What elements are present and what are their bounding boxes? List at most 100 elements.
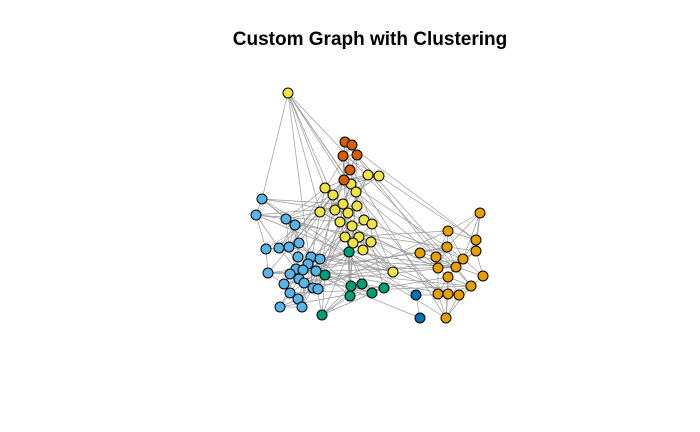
graph-node-orange bbox=[432, 262, 444, 274]
graph-node-orange bbox=[457, 253, 469, 265]
graph-node-vermillion bbox=[337, 150, 349, 162]
graph-node-yellow bbox=[350, 186, 362, 198]
graph-node-skyblue bbox=[312, 283, 324, 295]
graph-node-vermillion bbox=[344, 164, 356, 176]
node-layer bbox=[250, 87, 489, 324]
graph-edge bbox=[383, 276, 449, 289]
graph-node-skyblue bbox=[284, 268, 296, 280]
graph-node-yellow bbox=[339, 231, 351, 243]
graph-edge bbox=[285, 187, 326, 220]
graph-node-skyblue bbox=[256, 193, 268, 205]
graph-node-yellow bbox=[346, 220, 358, 232]
graph-node-yellow bbox=[342, 207, 354, 219]
graph-edge bbox=[317, 230, 449, 290]
graph-node-skyblue bbox=[296, 301, 308, 313]
graph-node-vermillion bbox=[351, 149, 363, 161]
graph-node-orange bbox=[470, 245, 482, 257]
graph-node-orange bbox=[442, 225, 454, 237]
graph-node-skyblue bbox=[298, 277, 310, 289]
graph-node-yellow bbox=[314, 206, 326, 218]
graph-edge bbox=[287, 92, 345, 181]
graph-node-yellow bbox=[337, 198, 349, 210]
graph-edge bbox=[321, 285, 352, 316]
graph-edge bbox=[287, 92, 326, 189]
graph-node-skyblue bbox=[278, 278, 290, 290]
graph-node-skyblue bbox=[284, 287, 296, 299]
graph-node-green bbox=[319, 269, 331, 281]
graph-node-skyblue bbox=[292, 251, 304, 263]
graph-edge bbox=[342, 155, 380, 177]
graph-edge bbox=[287, 92, 472, 287]
graph-node-green bbox=[345, 280, 357, 292]
graph-node-orange bbox=[453, 289, 465, 301]
graph-edge bbox=[370, 241, 394, 273]
graph-edge bbox=[371, 223, 464, 260]
graph-node-orange bbox=[442, 271, 454, 283]
graph-node-orange bbox=[432, 288, 444, 300]
graph-node-orange bbox=[441, 241, 453, 253]
graph-node-orange bbox=[474, 207, 486, 219]
graph-edge bbox=[302, 269, 472, 287]
graph-node-orange bbox=[430, 251, 442, 263]
graph-edge bbox=[446, 212, 481, 248]
graph-node-green bbox=[316, 309, 328, 321]
graph-edge bbox=[462, 212, 481, 260]
graph-edge bbox=[344, 141, 477, 241]
graph-edge bbox=[324, 274, 363, 285]
graph-edge bbox=[351, 225, 449, 295]
graph-node-blue bbox=[410, 289, 422, 301]
graph-node-yellow bbox=[362, 169, 374, 181]
graph-edge bbox=[348, 251, 373, 294]
graph-node-skyblue bbox=[262, 267, 274, 279]
graph-edge bbox=[261, 198, 344, 205]
graph-edge bbox=[255, 214, 267, 250]
graph-node-orange bbox=[465, 280, 477, 292]
edge-layer bbox=[255, 92, 484, 319]
graph-node-skyblue bbox=[293, 237, 305, 249]
graph-node-yellow bbox=[387, 266, 399, 278]
graph-node-green bbox=[366, 287, 378, 299]
graph-edge bbox=[378, 175, 477, 241]
graph-node-green bbox=[378, 282, 390, 294]
graph-node-skyblue bbox=[310, 265, 322, 277]
graph-node-green bbox=[343, 246, 355, 258]
graph-node-skyblue bbox=[273, 242, 285, 254]
graph-edge bbox=[445, 285, 472, 319]
graph-edge bbox=[285, 194, 334, 220]
graph-node-skyblue bbox=[314, 253, 326, 265]
graph-node-green bbox=[356, 278, 368, 290]
graph-node-yellow bbox=[347, 237, 359, 249]
graph-edge bbox=[321, 283, 363, 316]
graph-edge bbox=[294, 224, 447, 319]
graph-edge bbox=[288, 144, 353, 248]
graph-edge bbox=[321, 292, 373, 316]
graph-node-green bbox=[344, 290, 356, 302]
graph-node-orange bbox=[440, 312, 452, 324]
graph-edge bbox=[344, 141, 457, 268]
graph-edge bbox=[447, 212, 481, 232]
plot-title: Custom Graph with Clustering bbox=[232, 29, 508, 50]
graph-edge bbox=[315, 270, 449, 295]
graph-node-skyblue bbox=[283, 241, 295, 253]
graph-edge bbox=[321, 295, 351, 316]
graph-edge bbox=[307, 251, 350, 265]
graph-node-yellow bbox=[334, 216, 346, 228]
graph-edge bbox=[261, 92, 289, 200]
graph-edge bbox=[348, 251, 363, 285]
graph-edge bbox=[370, 241, 385, 289]
graph-node-yellow bbox=[365, 236, 377, 248]
graph-node-orange bbox=[450, 261, 462, 273]
graph-edge bbox=[355, 191, 437, 258]
graph-node-skyblue bbox=[280, 213, 292, 225]
graph-node-skyblue bbox=[260, 243, 272, 255]
graph-edge bbox=[344, 141, 437, 258]
graph-node-yellow bbox=[357, 244, 369, 256]
graph-node-orange bbox=[470, 234, 482, 246]
graph-edge bbox=[350, 285, 385, 289]
graph-edge bbox=[350, 183, 448, 248]
graph-edge bbox=[255, 214, 280, 249]
graph-node-orange bbox=[414, 247, 426, 259]
graph-node-skyblue bbox=[289, 219, 301, 231]
graph-node-skyblue bbox=[250, 209, 262, 221]
graph-node-vermillion bbox=[338, 174, 350, 186]
